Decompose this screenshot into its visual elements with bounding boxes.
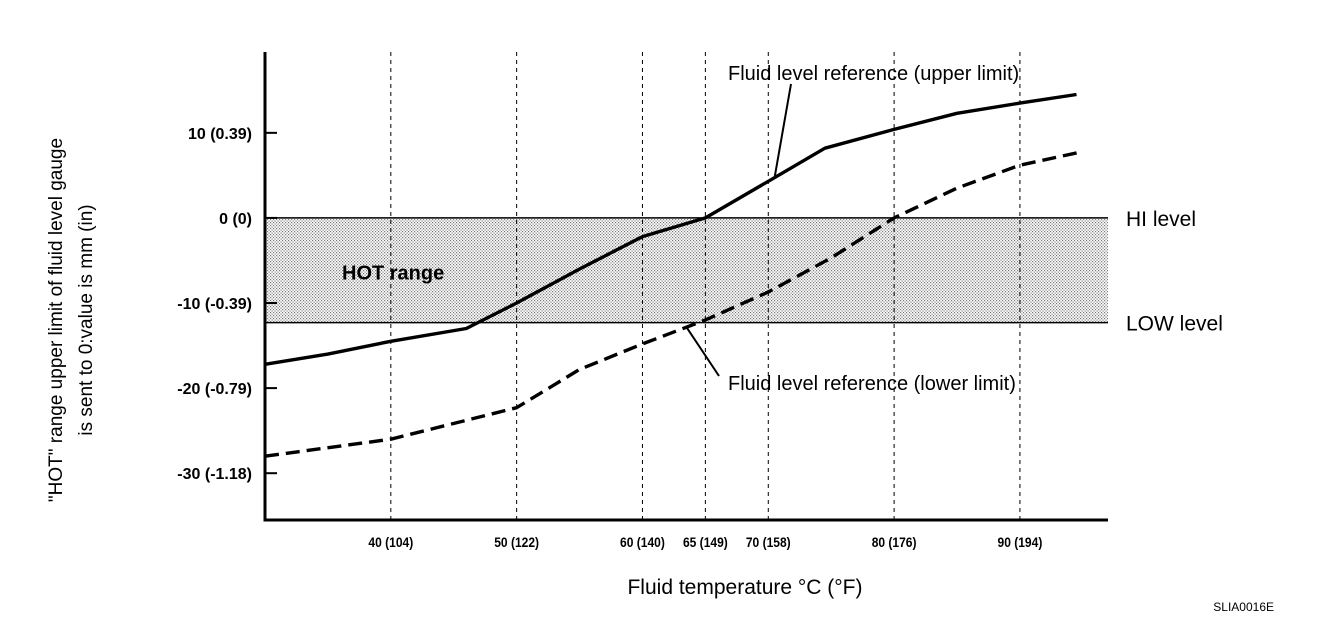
y-axis-title-line-2: is sent to 0:value is mm (in) [76, 204, 97, 436]
y-axis-title: "HOT" range upper limit of fluid level g… [42, 80, 122, 560]
lower-limit-annotation: Fluid level reference (lower limit) [728, 373, 1016, 395]
x-tick-label: 50 (122) [494, 534, 539, 550]
y-tick-label: 0 (0) [219, 211, 252, 228]
x-tick-label: 40 (104) [368, 534, 413, 550]
x-axis-title: Fluid temperature °C (°F) [627, 576, 862, 599]
y-tick-label: -10 (-0.39) [177, 296, 252, 313]
hot-range-label: HOT range [342, 262, 444, 284]
upper-limit-line [264, 92, 1077, 366]
lower-limit-line [264, 149, 1084, 458]
x-tick-label: 80 (176) [872, 534, 917, 550]
y-tick-label: -20 (-0.79) [177, 381, 252, 398]
y-tick-label: 10 (0.39) [188, 126, 252, 143]
x-tick-label: 70 (158) [746, 534, 791, 550]
upper-limit-leader-line [773, 83, 792, 178]
y-tick-label: -30 (-1.18) [177, 466, 252, 483]
hi-level-label: HI level [1126, 208, 1196, 231]
figure-code: SLIA0016E [1213, 600, 1274, 614]
y-axis-title-line-1: "HOT" range upper limit of fluid level g… [46, 137, 67, 503]
low-level-label: LOW level [1126, 313, 1223, 336]
lower-limit-leader-line [685, 326, 720, 377]
x-tick-label: 60 (140) [620, 534, 665, 550]
x-tick-label: 90 (194) [998, 534, 1043, 550]
upper-limit-annotation: Fluid level reference (upper limit) [728, 63, 1019, 85]
x-tick-label: 65 (149) [683, 534, 728, 550]
hot-range-band [265, 217, 1108, 323]
